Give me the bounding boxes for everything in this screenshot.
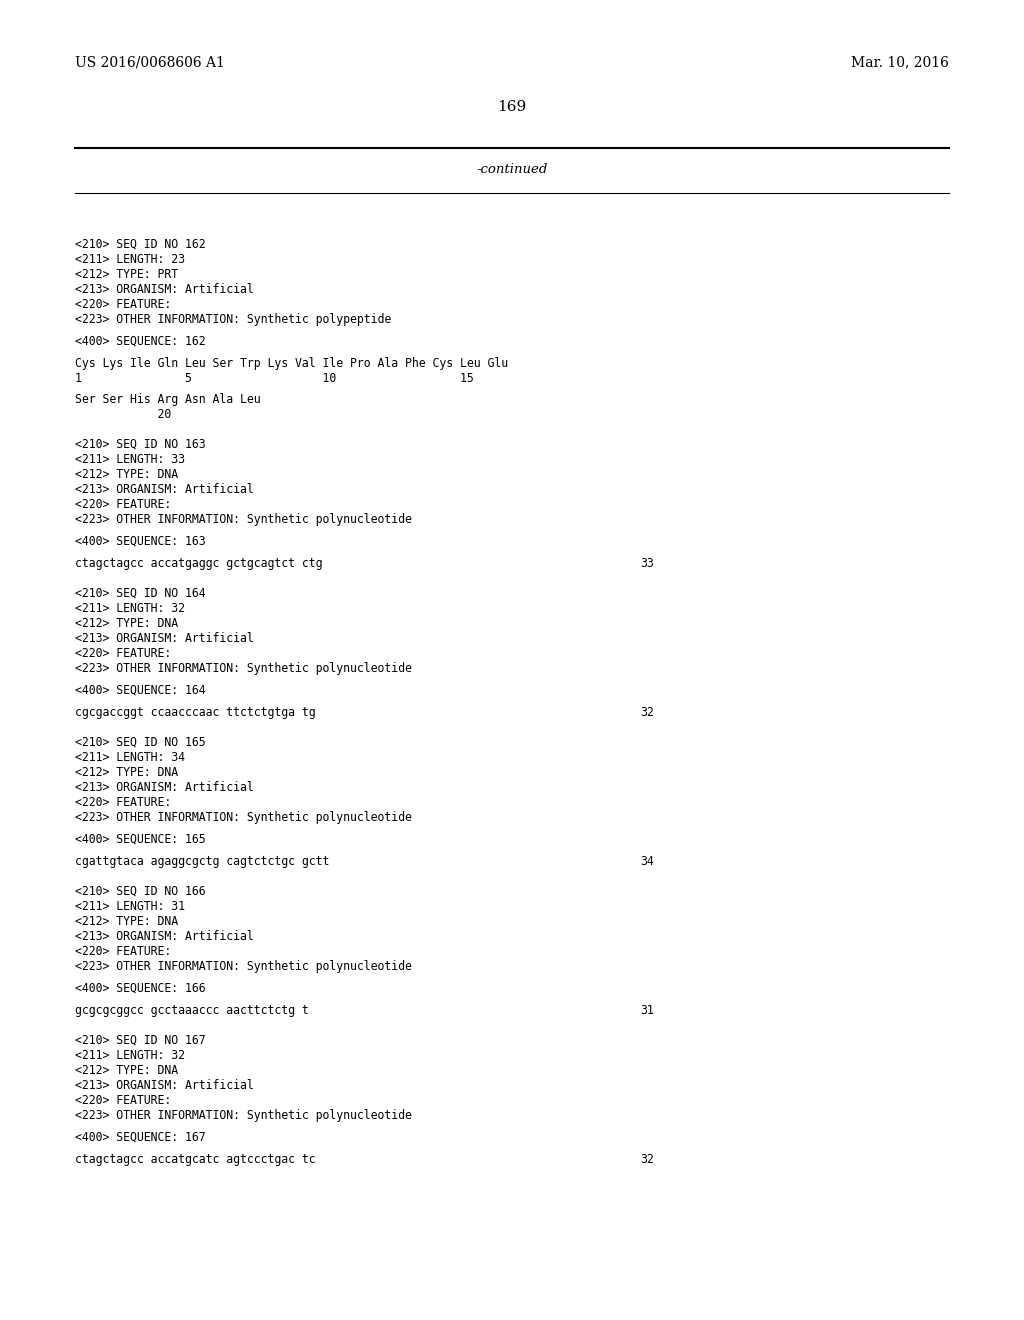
Text: <210> SEQ ID NO 167: <210> SEQ ID NO 167 bbox=[75, 1034, 206, 1047]
Text: 169: 169 bbox=[498, 100, 526, 114]
Text: Ser Ser His Arg Asn Ala Leu: Ser Ser His Arg Asn Ala Leu bbox=[75, 393, 261, 407]
Text: <211> LENGTH: 23: <211> LENGTH: 23 bbox=[75, 253, 185, 267]
Text: cgcgaccggt ccaacccaac ttctctgtga tg: cgcgaccggt ccaacccaac ttctctgtga tg bbox=[75, 706, 315, 719]
Text: <220> FEATURE:: <220> FEATURE: bbox=[75, 498, 171, 511]
Text: <213> ORGANISM: Artificial: <213> ORGANISM: Artificial bbox=[75, 1078, 254, 1092]
Text: 20: 20 bbox=[75, 408, 171, 421]
Text: <223> OTHER INFORMATION: Synthetic polynucleotide: <223> OTHER INFORMATION: Synthetic polyn… bbox=[75, 1109, 412, 1122]
Text: <400> SEQUENCE: 165: <400> SEQUENCE: 165 bbox=[75, 833, 206, 846]
Text: <212> TYPE: PRT: <212> TYPE: PRT bbox=[75, 268, 178, 281]
Text: <211> LENGTH: 33: <211> LENGTH: 33 bbox=[75, 453, 185, 466]
Text: 33: 33 bbox=[640, 557, 653, 570]
Text: <220> FEATURE:: <220> FEATURE: bbox=[75, 1094, 171, 1107]
Text: <212> TYPE: DNA: <212> TYPE: DNA bbox=[75, 766, 178, 779]
Text: <210> SEQ ID NO 163: <210> SEQ ID NO 163 bbox=[75, 438, 206, 451]
Text: US 2016/0068606 A1: US 2016/0068606 A1 bbox=[75, 55, 225, 69]
Text: <220> FEATURE:: <220> FEATURE: bbox=[75, 298, 171, 312]
Text: 32: 32 bbox=[640, 706, 653, 719]
Text: <400> SEQUENCE: 166: <400> SEQUENCE: 166 bbox=[75, 982, 206, 995]
Text: 31: 31 bbox=[640, 1005, 653, 1016]
Text: <223> OTHER INFORMATION: Synthetic polynucleotide: <223> OTHER INFORMATION: Synthetic polyn… bbox=[75, 663, 412, 675]
Text: <211> LENGTH: 32: <211> LENGTH: 32 bbox=[75, 602, 185, 615]
Text: <212> TYPE: DNA: <212> TYPE: DNA bbox=[75, 469, 178, 480]
Text: ctagctagcc accatgcatc agtccctgac tc: ctagctagcc accatgcatc agtccctgac tc bbox=[75, 1152, 315, 1166]
Text: Mar. 10, 2016: Mar. 10, 2016 bbox=[851, 55, 949, 69]
Text: <213> ORGANISM: Artificial: <213> ORGANISM: Artificial bbox=[75, 632, 254, 645]
Text: <400> SEQUENCE: 167: <400> SEQUENCE: 167 bbox=[75, 1131, 206, 1144]
Text: gcgcgcggcc gcctaaaccc aacttctctg t: gcgcgcggcc gcctaaaccc aacttctctg t bbox=[75, 1005, 309, 1016]
Text: <212> TYPE: DNA: <212> TYPE: DNA bbox=[75, 1064, 178, 1077]
Text: <223> OTHER INFORMATION: Synthetic polynucleotide: <223> OTHER INFORMATION: Synthetic polyn… bbox=[75, 960, 412, 973]
Text: <220> FEATURE:: <220> FEATURE: bbox=[75, 945, 171, 958]
Text: <211> LENGTH: 34: <211> LENGTH: 34 bbox=[75, 751, 185, 764]
Text: <220> FEATURE:: <220> FEATURE: bbox=[75, 647, 171, 660]
Text: <400> SEQUENCE: 162: <400> SEQUENCE: 162 bbox=[75, 335, 206, 348]
Text: 34: 34 bbox=[640, 855, 653, 869]
Text: 1               5                   10                  15: 1 5 10 15 bbox=[75, 372, 474, 385]
Text: <400> SEQUENCE: 163: <400> SEQUENCE: 163 bbox=[75, 535, 206, 548]
Text: 32: 32 bbox=[640, 1152, 653, 1166]
Text: <213> ORGANISM: Artificial: <213> ORGANISM: Artificial bbox=[75, 282, 254, 296]
Text: <213> ORGANISM: Artificial: <213> ORGANISM: Artificial bbox=[75, 483, 254, 496]
Text: <211> LENGTH: 31: <211> LENGTH: 31 bbox=[75, 900, 185, 913]
Text: <210> SEQ ID NO 166: <210> SEQ ID NO 166 bbox=[75, 884, 206, 898]
Text: Cys Lys Ile Gln Leu Ser Trp Lys Val Ile Pro Ala Phe Cys Leu Glu: Cys Lys Ile Gln Leu Ser Trp Lys Val Ile … bbox=[75, 356, 508, 370]
Text: <223> OTHER INFORMATION: Synthetic polynucleotide: <223> OTHER INFORMATION: Synthetic polyn… bbox=[75, 810, 412, 824]
Text: <213> ORGANISM: Artificial: <213> ORGANISM: Artificial bbox=[75, 931, 254, 942]
Text: cgattgtaca agaggcgctg cagtctctgc gctt: cgattgtaca agaggcgctg cagtctctgc gctt bbox=[75, 855, 330, 869]
Text: <210> SEQ ID NO 164: <210> SEQ ID NO 164 bbox=[75, 587, 206, 601]
Text: <400> SEQUENCE: 164: <400> SEQUENCE: 164 bbox=[75, 684, 206, 697]
Text: <220> FEATURE:: <220> FEATURE: bbox=[75, 796, 171, 809]
Text: <212> TYPE: DNA: <212> TYPE: DNA bbox=[75, 915, 178, 928]
Text: <223> OTHER INFORMATION: Synthetic polypeptide: <223> OTHER INFORMATION: Synthetic polyp… bbox=[75, 313, 391, 326]
Text: ctagctagcc accatgaggc gctgcagtct ctg: ctagctagcc accatgaggc gctgcagtct ctg bbox=[75, 557, 323, 570]
Text: <210> SEQ ID NO 162: <210> SEQ ID NO 162 bbox=[75, 238, 206, 251]
Text: <212> TYPE: DNA: <212> TYPE: DNA bbox=[75, 616, 178, 630]
Text: <213> ORGANISM: Artificial: <213> ORGANISM: Artificial bbox=[75, 781, 254, 795]
Text: <223> OTHER INFORMATION: Synthetic polynucleotide: <223> OTHER INFORMATION: Synthetic polyn… bbox=[75, 513, 412, 525]
Text: -continued: -continued bbox=[476, 162, 548, 176]
Text: <211> LENGTH: 32: <211> LENGTH: 32 bbox=[75, 1049, 185, 1063]
Text: <210> SEQ ID NO 165: <210> SEQ ID NO 165 bbox=[75, 737, 206, 748]
